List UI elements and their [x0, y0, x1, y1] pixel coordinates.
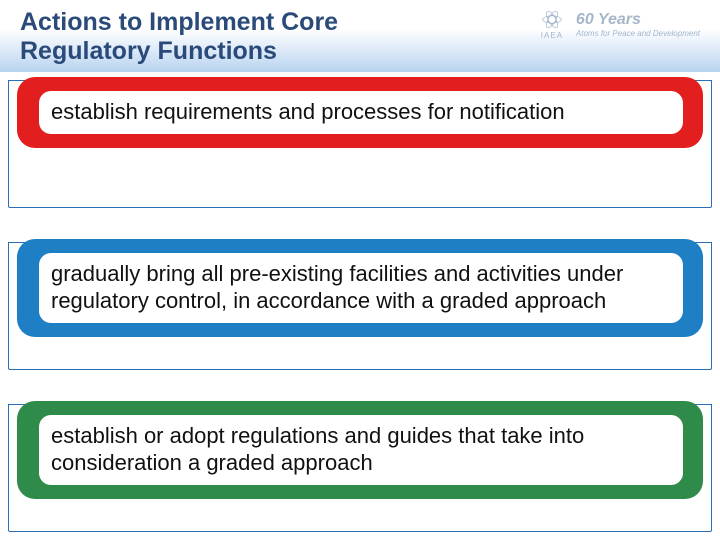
action-text: establish or adopt regulations and guide… [39, 415, 683, 485]
action-pill-1: establish requirements and processes for… [17, 77, 703, 148]
action-block: establish or adopt regulations and guide… [8, 404, 712, 532]
iaea-tagline-label: Atoms for Peace and Development [576, 29, 700, 38]
action-text: gradually bring all pre-existing facilit… [39, 253, 683, 323]
iaea-emblem-icon: IAEA [536, 8, 568, 40]
action-block: establish requirements and processes for… [8, 80, 712, 208]
action-text: establish requirements and processes for… [39, 91, 683, 134]
iaea-logo-block: IAEA 60 Years Atoms for Peace and Develo… [536, 8, 700, 40]
action-pill-2: gradually bring all pre-existing facilit… [17, 239, 703, 337]
iaea-years-label: 60 Years [576, 11, 700, 29]
action-pill-3: establish or adopt regulations and guide… [17, 401, 703, 499]
action-block: gradually bring all pre-existing facilit… [8, 242, 712, 370]
page-title: Actions to Implement Core Regulatory Fun… [20, 8, 440, 66]
iaea-org-label: IAEA [541, 31, 563, 40]
content-area: establish requirements and processes for… [0, 80, 720, 540]
